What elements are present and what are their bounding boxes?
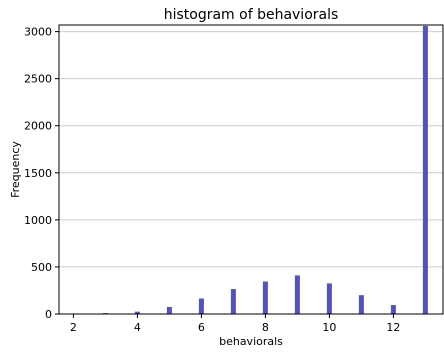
x-axis-label: behaviorals	[219, 335, 283, 348]
x-tick-label: 12	[386, 321, 400, 334]
histogram-bar	[390, 305, 396, 314]
histogram-bar	[262, 281, 268, 314]
histogram-bar	[198, 298, 204, 314]
y-tick-label: 3000	[24, 26, 52, 39]
histogram-bar	[166, 306, 172, 314]
histogram-bar	[134, 311, 140, 314]
x-tick-label: 4	[134, 321, 141, 334]
chart-title: histogram of behaviorals	[164, 7, 339, 23]
y-axis-ticks: 0 500 1000 1500 2000 2500 3000	[24, 26, 59, 321]
histogram-bar	[422, 25, 428, 314]
x-tick-label: 6	[198, 321, 205, 334]
grid-lines	[59, 31, 443, 315]
y-tick-label: 0	[45, 308, 52, 321]
histogram-bar	[294, 275, 300, 314]
y-tick-label: 1500	[24, 167, 52, 180]
x-axis-ticks: 2 4 6 8 10 12	[70, 314, 400, 334]
y-tick-label: 500	[31, 261, 52, 274]
bars	[70, 25, 428, 314]
x-tick-label: 8	[262, 321, 269, 334]
y-tick-label: 2000	[24, 120, 52, 133]
histogram-bar	[358, 295, 364, 314]
y-axis-label: Frequency	[9, 141, 22, 198]
x-tick-label: 10	[322, 321, 336, 334]
y-tick-label: 2500	[24, 73, 52, 86]
y-tick-label: 1000	[24, 214, 52, 227]
plot-frame	[58, 24, 444, 315]
x-tick-label: 2	[70, 321, 77, 334]
histogram-bar	[230, 289, 236, 314]
histogram-bar	[326, 283, 332, 314]
